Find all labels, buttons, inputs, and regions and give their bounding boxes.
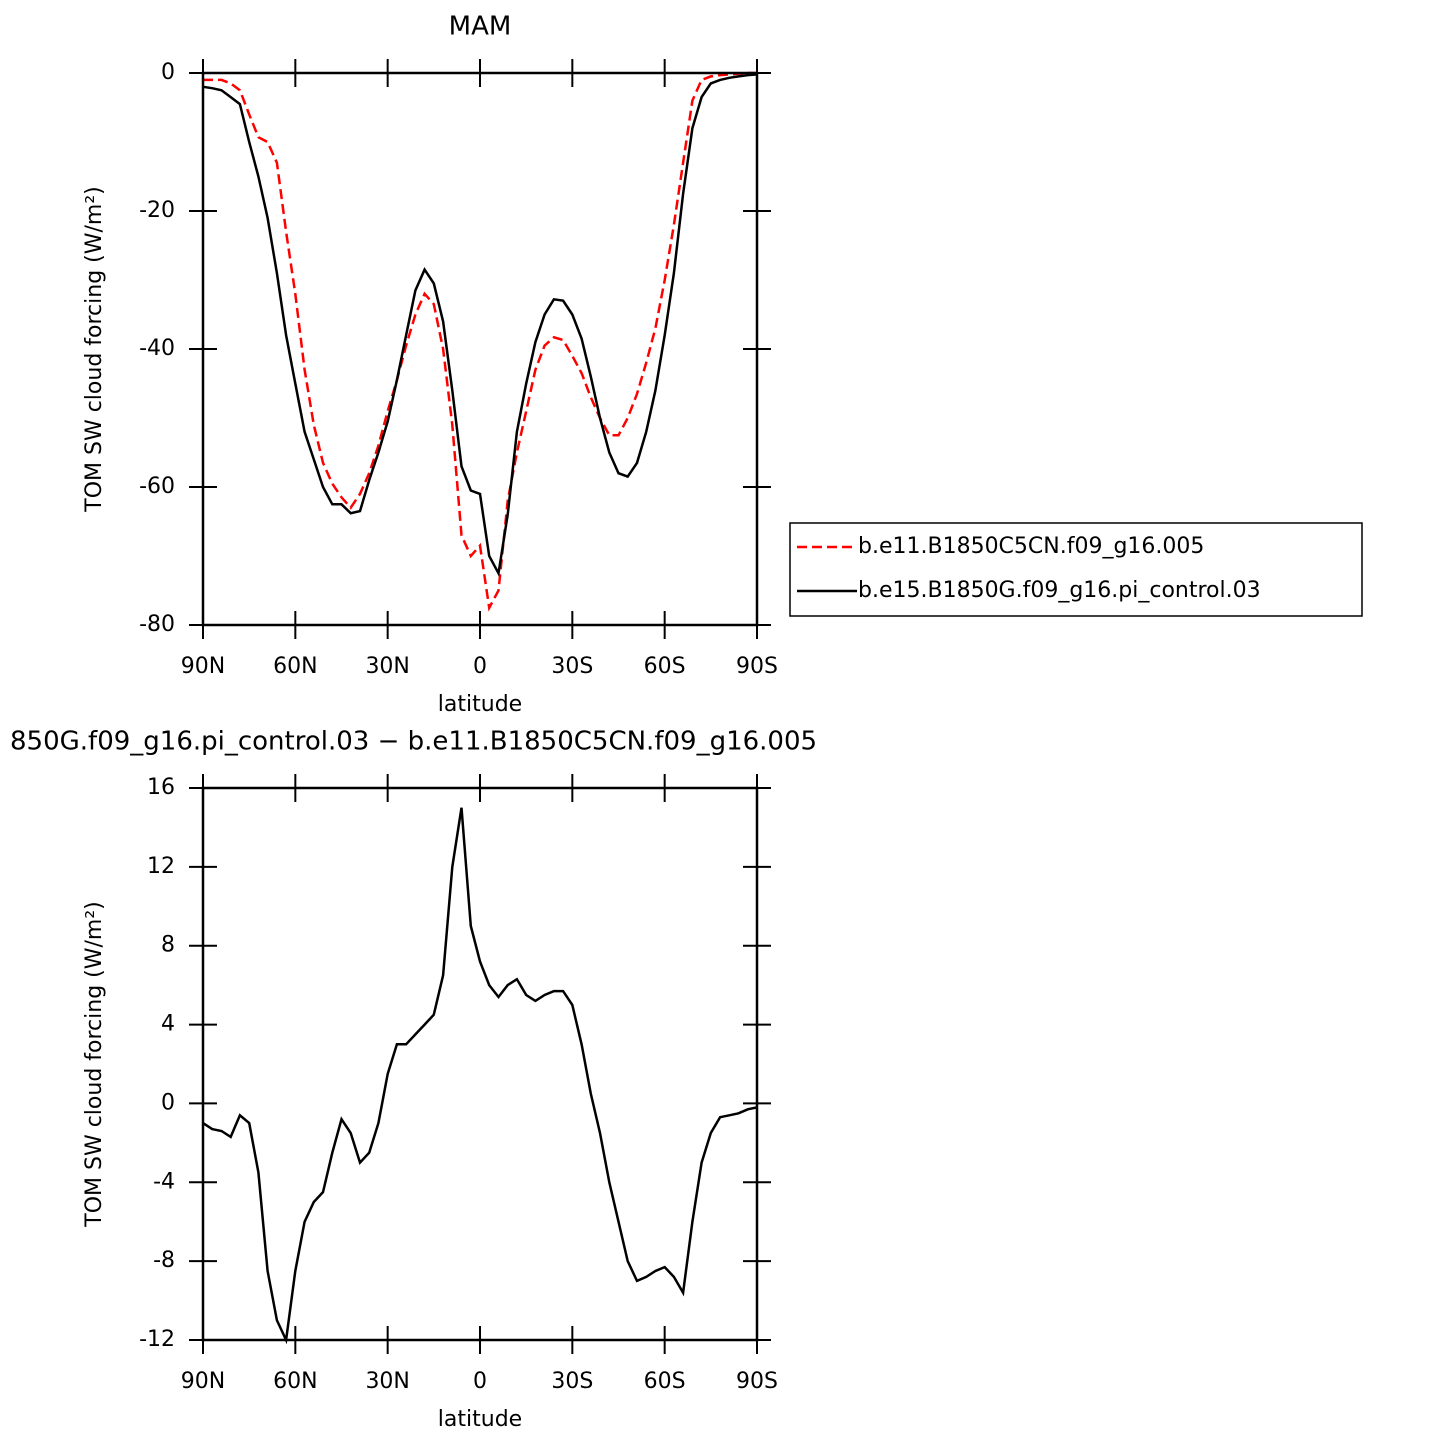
x-tick-label: 60S	[644, 654, 686, 679]
x-axis-label: latitude	[438, 1407, 522, 1432]
plot-frame	[201, 71, 759, 627]
y-tick-label: -4	[153, 1169, 175, 1194]
legend-box	[789, 522, 1363, 617]
y-tick-label: -80	[139, 612, 175, 637]
data-line	[202, 73, 758, 578]
y-tick-label: 16	[147, 775, 175, 800]
x-tick-label: 30N	[365, 654, 409, 679]
x-tick-label: 30S	[551, 1369, 593, 1394]
plot-frame	[201, 786, 759, 1342]
data-line	[203, 71, 757, 612]
y-tick-label: -60	[139, 474, 175, 499]
y-tick-label: 8	[161, 933, 175, 958]
y-tick-label: 4	[161, 1012, 175, 1037]
x-tick-label: 90S	[736, 654, 778, 679]
y-tick-label: -12	[139, 1327, 175, 1352]
x-tick-label: 30N	[365, 1369, 409, 1394]
x-axis-label: latitude	[438, 692, 522, 717]
y-axis-label: TOM SW cloud forcing (W/m²)	[82, 901, 107, 1227]
x-tick-label: 0	[473, 1369, 487, 1394]
x-tick-label: 0	[473, 654, 487, 679]
x-tick-label: 90N	[181, 654, 225, 679]
y-tick-label: 12	[147, 854, 175, 879]
y-tick-label: 0	[161, 1090, 175, 1115]
x-tick-label: 90S	[736, 1369, 778, 1394]
x-tick-label: 60N	[273, 1369, 317, 1394]
y-tick-label: -40	[139, 336, 175, 361]
legend-label: b.e11.B1850C5CN.f09_g16.005	[858, 534, 1204, 559]
x-tick-label: 60S	[644, 1369, 686, 1394]
x-tick-label: 60N	[273, 654, 317, 679]
x-tick-label: 30S	[551, 654, 593, 679]
chart-title: MAM	[449, 12, 512, 42]
legend-label: b.e15.B1850G.f09_g16.pi_control.03	[858, 578, 1261, 603]
x-tick-label: 90N	[181, 1369, 225, 1394]
y-tick-label: -20	[139, 198, 175, 223]
y-axis-label: TOM SW cloud forcing (W/m²)	[82, 186, 107, 512]
chart-title: 850G.f09_g16.pi_control.03 − b.e11.B1850…	[10, 727, 817, 757]
data-line	[202, 807, 758, 1345]
y-tick-label: 0	[161, 60, 175, 85]
y-tick-label: -8	[153, 1248, 175, 1273]
